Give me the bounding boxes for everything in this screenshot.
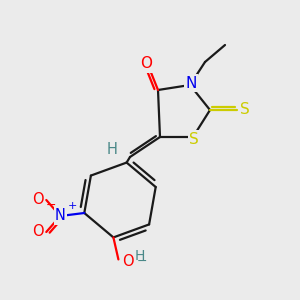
Text: S: S — [240, 103, 250, 118]
Text: H: H — [134, 249, 145, 263]
Text: +: + — [67, 201, 77, 211]
Text: −: − — [45, 199, 56, 212]
Text: N: N — [55, 208, 66, 224]
Text: O: O — [123, 254, 134, 269]
Text: O: O — [140, 56, 152, 71]
Text: N: N — [185, 76, 197, 91]
Text: H: H — [106, 142, 117, 158]
Text: O: O — [32, 224, 44, 239]
Text: −: − — [136, 254, 147, 267]
Text: O: O — [32, 193, 44, 208]
Text: S: S — [189, 131, 199, 146]
